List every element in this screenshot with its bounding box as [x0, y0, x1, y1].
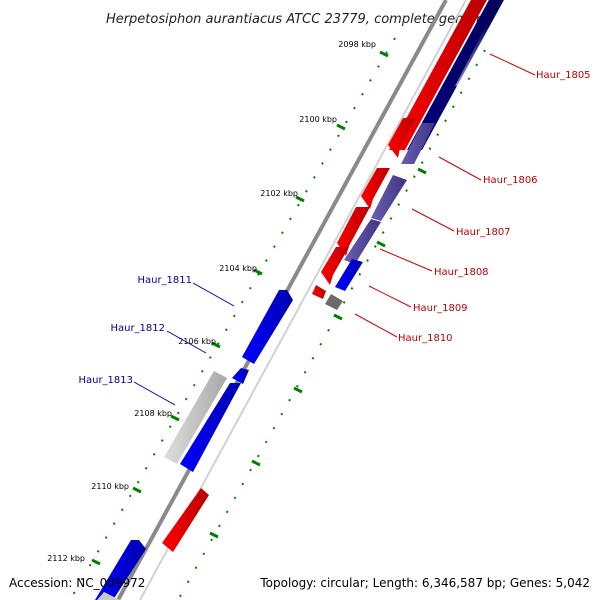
- gene-label-haur-1805[interactable]: Haur_1805: [536, 70, 591, 81]
- map-title: Herpetosiphon aurantiacus ATCC 23779, co…: [106, 12, 492, 27]
- gene-label-haur-1809[interactable]: Haur_1809: [413, 303, 468, 314]
- forward-features: [325, 123, 435, 310]
- gene-haur-1808[interactable]: [321, 247, 349, 285]
- reverse-genes: [95, 290, 293, 600]
- topology-text: Topology: circular; Length: 6,346,587 bp…: [260, 576, 590, 590]
- accession-text: Accession: NC_009972: [9, 576, 146, 590]
- gene-label-haur-1810[interactable]: Haur_1810: [398, 333, 453, 344]
- forward-feature-track: [389, 0, 505, 150]
- feature-fade: [455, 22, 505, 86]
- gene-haur-1809[interactable]: [312, 285, 326, 299]
- major-ticks: [91, 50, 427, 566]
- gene-haur-1807[interactable]: [337, 207, 370, 256]
- gene-reverse-lower[interactable]: [95, 540, 146, 600]
- gene-haur-1812[interactable]: [232, 368, 249, 384]
- gene-label-haur-1807[interactable]: Haur_1807: [456, 227, 511, 238]
- gene-leader-lines: [133, 53, 536, 406]
- forward-feature-segment[interactable]: [407, 0, 505, 150]
- gene-haur-1813[interactable]: [180, 383, 241, 472]
- gene-label-haur-1813[interactable]: Haur_1813: [78, 375, 133, 386]
- gene-haur-1807-part[interactable]: [361, 168, 390, 209]
- feature-lower: [97, 592, 120, 600]
- tick-labels: 2098 kbp 2100 kbp 2102 kbp 2104 kbp 2106…: [47, 40, 376, 563]
- gene-label-haur-1808[interactable]: Haur_1808: [434, 267, 489, 278]
- tick-label: 2108 kbp: [134, 409, 172, 418]
- feature-haur-1813[interactable]: [164, 371, 227, 464]
- tick-label: 2112 kbp: [47, 554, 85, 563]
- forward-genes: [162, 118, 416, 552]
- inner-tick-guide: [69, 37, 396, 600]
- tick-label: 2098 kbp: [338, 40, 376, 49]
- tick-label: 2104 kbp: [219, 264, 257, 273]
- gene-labels: Haur_1805 Haur_1806 Haur_1807 Haur_1808 …: [78, 70, 590, 386]
- feature-haur-1808[interactable]: [344, 219, 381, 264]
- gene-forward-lower[interactable]: [162, 488, 209, 552]
- feature-haur-1806[interactable]: [401, 123, 435, 164]
- tick-label: 2110 kbp: [91, 482, 129, 491]
- tick-label: 2106 kbp: [178, 337, 216, 346]
- gene-label-haur-1811[interactable]: Haur_1811: [137, 275, 192, 286]
- outer-tick-guide: [177, 49, 486, 600]
- gene-label-haur-1806[interactable]: Haur_1806: [483, 175, 538, 186]
- tick-label: 2102 kbp: [260, 189, 298, 198]
- gene-label-haur-1812[interactable]: Haur_1812: [110, 323, 165, 334]
- gene-haur-1806[interactable]: [388, 118, 416, 158]
- reverse-features: [97, 371, 227, 600]
- gene-haur-1811[interactable]: [242, 290, 293, 364]
- feature-haur-1807[interactable]: [371, 175, 407, 221]
- tick-label: 2100 kbp: [299, 115, 337, 124]
- gene-haur-1810[interactable]: [325, 294, 343, 310]
- forward-gene-segment[interactable]: [389, 0, 488, 150]
- feature-haur-1809[interactable]: [335, 259, 363, 291]
